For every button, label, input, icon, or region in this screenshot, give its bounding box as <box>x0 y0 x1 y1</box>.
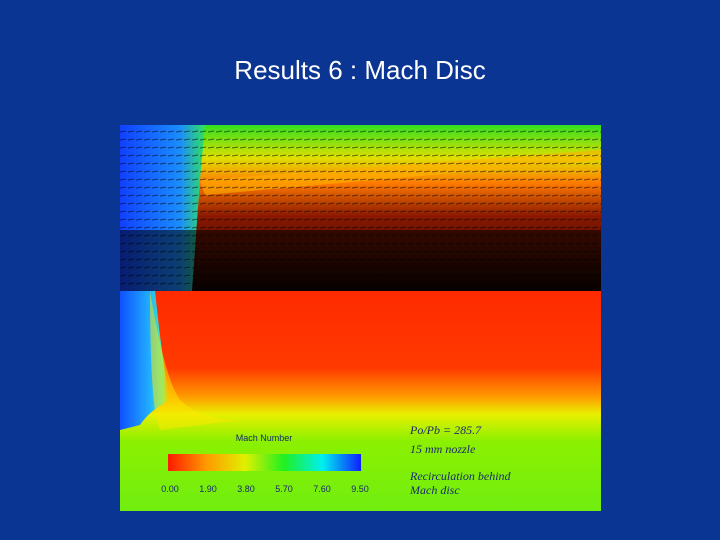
annotation: Recirculation behind <box>409 469 512 483</box>
colorbar-tick: 3.80 <box>237 484 255 494</box>
boundary <box>150 291 240 430</box>
slide-title: Results 6 : Mach Disc <box>234 55 485 85</box>
colorbar-tick: 9.50 <box>351 484 369 494</box>
simulation-image <box>120 125 601 511</box>
colorbar-tick: 7.60 <box>313 484 331 494</box>
colorbar-label: Mach Number <box>236 433 293 443</box>
annotation: 15 mm nozzle <box>410 442 476 456</box>
colorbar-tick: 1.90 <box>199 484 217 494</box>
annotation: Mach disc <box>409 483 460 497</box>
colorbar-tick: 5.70 <box>275 484 293 494</box>
annotations: Po/Pb = 285.7 15 mm nozzle Recirculation… <box>409 423 512 497</box>
colorbar: Mach Number 0.00 1.90 3.80 5.70 7.60 9.5… <box>161 433 369 494</box>
dark-band <box>120 230 601 291</box>
colorbar-scale <box>168 454 361 471</box>
annotation: Po/Pb = 285.7 <box>409 423 482 437</box>
colorbar-tick: 0.00 <box>161 484 179 494</box>
mach-field <box>120 291 601 511</box>
